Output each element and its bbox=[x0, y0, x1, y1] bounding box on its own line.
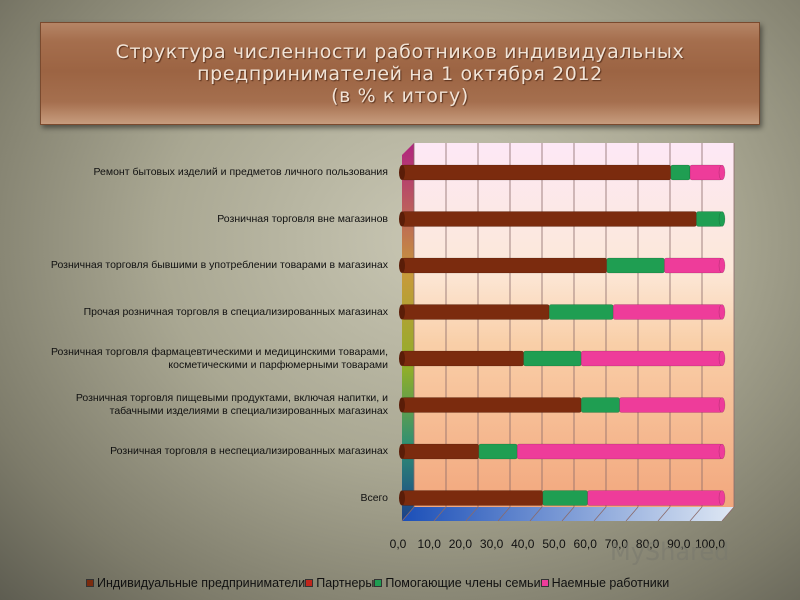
bar-segment bbox=[478, 443, 518, 460]
bar-start-cap bbox=[399, 304, 405, 320]
category-label: Розничная торговля вне магазинов bbox=[217, 212, 388, 225]
floor-gridline bbox=[657, 506, 671, 522]
title-line-1: Структура численности работников индивид… bbox=[115, 40, 685, 63]
bar-segment bbox=[401, 257, 608, 274]
bar-segment bbox=[606, 257, 665, 274]
bar-start-cap bbox=[399, 165, 405, 180]
floor-gridline bbox=[593, 506, 607, 522]
title-line-2: предпринимателей на 1 октября 2012 bbox=[197, 62, 603, 85]
bar-segment bbox=[580, 350, 723, 367]
x-tick-label: 60,0 bbox=[574, 537, 598, 551]
category-label: Розничная торговля в неспециализированны… bbox=[110, 445, 388, 457]
legend-swatch-icon bbox=[86, 579, 94, 587]
title-line-3: (в % к итогу) bbox=[331, 84, 469, 107]
bar-segment bbox=[580, 397, 620, 413]
x-tick-label: 30,0 bbox=[480, 537, 504, 551]
bar-start-cap bbox=[399, 351, 405, 366]
bar-end-cap bbox=[718, 164, 726, 181]
bar-start-cap bbox=[399, 490, 405, 506]
x-tick-label: 90,0 bbox=[667, 537, 691, 551]
floor-gridline bbox=[401, 506, 415, 522]
bar-segment bbox=[619, 397, 723, 413]
x-tick-label: 70,0 bbox=[605, 537, 629, 551]
legend-item: Помогающие члены семьи bbox=[374, 576, 541, 590]
bar-end-cap bbox=[718, 257, 726, 274]
bar-start-cap bbox=[399, 258, 405, 273]
x-tick-label: 80,0 bbox=[636, 537, 660, 551]
bar-start-cap bbox=[399, 444, 405, 459]
bar-end-cap bbox=[718, 304, 726, 320]
side-wall bbox=[402, 143, 414, 521]
bar-segment bbox=[542, 490, 588, 506]
title-banner: Структура численности работников индивид… bbox=[40, 22, 760, 125]
x-tick-label: 0,0 bbox=[390, 537, 407, 551]
bar-segment bbox=[587, 490, 723, 506]
x-tick-label: 100,0 bbox=[695, 537, 725, 551]
legend-swatch-icon bbox=[374, 579, 383, 587]
x-tick-label: 40,0 bbox=[511, 537, 535, 551]
floor-gridline bbox=[721, 506, 735, 522]
bar-segment bbox=[401, 443, 480, 460]
bar-segment bbox=[401, 350, 524, 367]
watermark: MyShared bbox=[610, 538, 730, 566]
bar-segment bbox=[670, 164, 691, 181]
bar-start-cap bbox=[399, 397, 405, 413]
floor-gridline bbox=[689, 506, 703, 522]
category-label: Розничная торговля пищевыми продуктами, … bbox=[75, 392, 388, 417]
x-axis-ticks: 0,0 10,0 20,0 30,0 40,0 50,0 60,0 70,0 80,0 90,0 1… bbox=[390, 537, 726, 551]
floor-gridline bbox=[561, 506, 575, 522]
category-label: Прочая розничная торговля в специализиро… bbox=[83, 305, 388, 318]
category-label: Розничная торговля бывшими в употреблени… bbox=[50, 259, 388, 271]
bar-segment bbox=[696, 211, 723, 227]
bar-segment bbox=[664, 257, 723, 274]
category-label: Ремонт бытовых изделий и предметов лично… bbox=[93, 166, 388, 178]
bar-end-cap bbox=[718, 443, 726, 460]
bar-end-cap bbox=[718, 211, 726, 227]
bar-segment bbox=[401, 304, 550, 320]
bar-end-cap bbox=[718, 397, 726, 413]
floor-gridline bbox=[625, 506, 639, 522]
legend-label: Наемные работники bbox=[551, 576, 670, 590]
x-tick-label: 50,0 bbox=[542, 537, 566, 551]
legend-item: Партнеры bbox=[305, 576, 374, 590]
category-label: Всего bbox=[360, 491, 388, 504]
legend: Индивидуальные предприниматели Партнеры По… bbox=[86, 575, 746, 591]
x-tick-label: 10,0 bbox=[418, 537, 442, 551]
bar-end-cap bbox=[718, 350, 726, 367]
bar-end-cap bbox=[718, 490, 726, 506]
legend-label: Индивидуальные предприниматели bbox=[97, 576, 306, 590]
bars-group bbox=[399, 164, 726, 506]
bar-segment bbox=[548, 304, 614, 320]
bar-segment bbox=[401, 211, 697, 227]
legend-label: Помогающие члены семьи bbox=[385, 576, 541, 590]
legend-item: Наемные работники bbox=[540, 576, 670, 590]
bar-segment bbox=[516, 443, 723, 460]
legend-label: Партнеры bbox=[316, 576, 375, 590]
bar-segment bbox=[612, 304, 723, 320]
plot-area bbox=[402, 143, 734, 521]
bar-segment bbox=[689, 164, 723, 181]
bar-segment bbox=[401, 397, 582, 413]
floor-gridline bbox=[433, 506, 447, 522]
floor-gridline bbox=[529, 506, 543, 522]
legend-swatch-icon bbox=[540, 579, 549, 587]
legend-swatch-icon bbox=[305, 579, 314, 587]
floor-gridline bbox=[497, 506, 511, 522]
x-tick-label: 20,0 bbox=[449, 537, 473, 551]
floor-gridline bbox=[465, 506, 479, 522]
bar-segment bbox=[401, 490, 544, 506]
bar-start-cap bbox=[399, 211, 405, 227]
bar-segment bbox=[523, 350, 582, 367]
legend-item: Индивидуальные предприниматели bbox=[86, 576, 305, 590]
bar-segment bbox=[401, 164, 672, 181]
category-label: Розничная торговля фармацевтическими и м… bbox=[51, 345, 388, 371]
